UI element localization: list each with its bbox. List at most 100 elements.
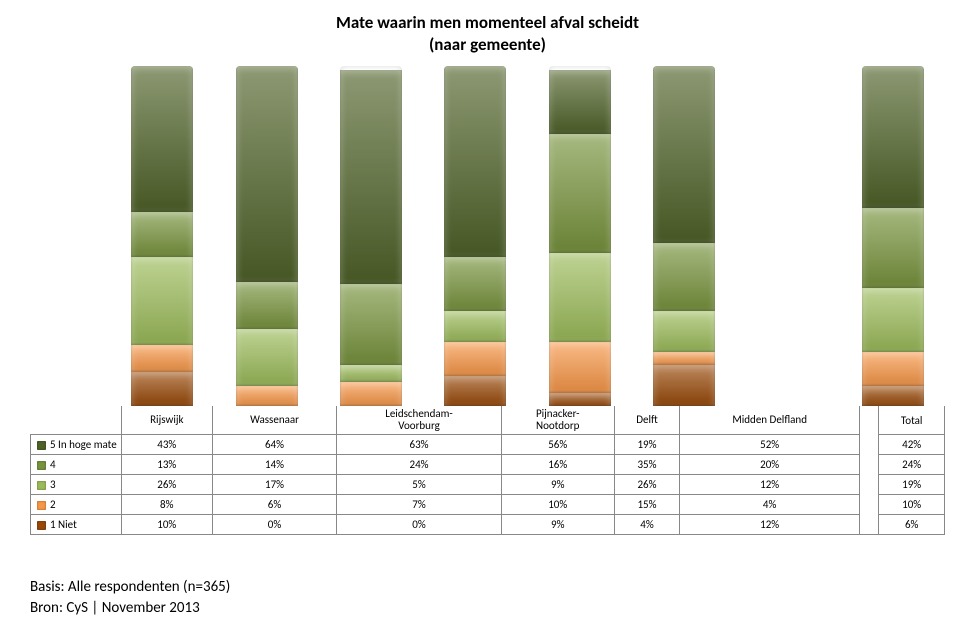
data-table: RijswijkWassenaarLeidschendam-VoorburgPi… bbox=[30, 406, 945, 535]
table-cell: 64% bbox=[212, 435, 336, 455]
table-cell-total: 19% bbox=[879, 475, 945, 495]
column-header: Rijswijk bbox=[121, 406, 212, 435]
table-cell: 63% bbox=[337, 435, 502, 455]
bar-segment-s5 bbox=[444, 66, 506, 256]
gap-header bbox=[860, 406, 879, 435]
table-cell-total: 6% bbox=[879, 515, 945, 535]
table-cell: 26% bbox=[121, 475, 212, 495]
bar-segment-s2 bbox=[549, 342, 611, 393]
column-header: Delft bbox=[614, 406, 680, 435]
table-cell-total: 10% bbox=[879, 495, 945, 515]
bar-segment-s5 bbox=[653, 66, 715, 243]
bar-segment-s4 bbox=[549, 134, 611, 253]
table-cell: 12% bbox=[680, 515, 860, 535]
table-cell: 24% bbox=[337, 455, 502, 475]
legend-swatch bbox=[37, 441, 46, 450]
table-cell-total: 42% bbox=[879, 435, 945, 455]
bar-column bbox=[319, 66, 423, 406]
row-label: 4 bbox=[50, 458, 56, 471]
table-cell: 9% bbox=[501, 475, 614, 495]
bar-column bbox=[841, 66, 945, 406]
table-cell: 6% bbox=[212, 495, 336, 515]
table-cell: 19% bbox=[614, 435, 680, 455]
chart-title-line1: Mate waarin men momenteel afval scheidt bbox=[0, 12, 975, 34]
row-label: 1 Niet bbox=[50, 518, 77, 531]
table-cell: 56% bbox=[501, 435, 614, 455]
bar-segment-s1 bbox=[862, 386, 924, 406]
column-header: Leidschendam-Voorburg bbox=[337, 406, 502, 435]
table-cell: 15% bbox=[614, 495, 680, 515]
column-header: Pijnacker-Nootdorp bbox=[501, 406, 614, 435]
table-cell: 17% bbox=[212, 475, 336, 495]
gap-cell bbox=[860, 475, 879, 495]
bar-segment-s5 bbox=[131, 66, 193, 212]
stacked-bar bbox=[549, 66, 611, 406]
column-header: Midden Delfland bbox=[680, 406, 860, 435]
bar-segment-s2 bbox=[340, 382, 402, 406]
legend-swatch bbox=[37, 521, 46, 530]
chart-plot-area bbox=[110, 66, 945, 406]
table-cell: 4% bbox=[614, 515, 680, 535]
table-cell: 5% bbox=[337, 475, 502, 495]
table-cell: 9% bbox=[501, 515, 614, 535]
gap-cell bbox=[860, 435, 879, 455]
bar-segment-s1 bbox=[653, 365, 715, 406]
bar-segment-s2 bbox=[444, 342, 506, 376]
legend-swatch bbox=[37, 481, 46, 490]
bar-column bbox=[110, 66, 214, 406]
bar-column bbox=[214, 66, 318, 406]
table-cell: 20% bbox=[680, 455, 860, 475]
stacked-bar bbox=[862, 66, 924, 406]
table-cell: 35% bbox=[614, 455, 680, 475]
bar-segment-s3 bbox=[862, 288, 924, 352]
row-label: 3 bbox=[50, 478, 56, 491]
row-header: 4 bbox=[31, 455, 122, 475]
gap-cell bbox=[860, 455, 879, 475]
bar-segment-s3 bbox=[236, 329, 298, 386]
chart-title: Mate waarin men momenteel afval scheidt … bbox=[0, 0, 975, 56]
bar-column bbox=[423, 66, 527, 406]
table-cell: 0% bbox=[337, 515, 502, 535]
table-cell: 7% bbox=[337, 495, 502, 515]
footer-basis: Basis: Alle respondenten (n=365) bbox=[30, 577, 230, 598]
table-cell: 43% bbox=[121, 435, 212, 455]
table-cell: 52% bbox=[680, 435, 860, 455]
bar-segment-s4 bbox=[444, 257, 506, 311]
bar-segment-s5 bbox=[549, 70, 611, 135]
bar-segment-s4 bbox=[131, 212, 193, 256]
table-cell: 16% bbox=[501, 455, 614, 475]
table-cell: 4% bbox=[680, 495, 860, 515]
row-header: 1 Niet bbox=[31, 515, 122, 535]
bar-segment-s4 bbox=[236, 282, 298, 329]
column-header: Wassenaar bbox=[212, 406, 336, 435]
bar-segment-s3 bbox=[653, 311, 715, 352]
bar-segment-s4 bbox=[862, 208, 924, 289]
stacked-bar bbox=[236, 66, 298, 406]
table-corner bbox=[31, 406, 122, 435]
table-cell: 10% bbox=[121, 515, 212, 535]
bar-segment-s3 bbox=[444, 311, 506, 342]
bar-column bbox=[528, 66, 632, 406]
bar-segment-s5 bbox=[862, 66, 924, 207]
bar-segment-s5 bbox=[340, 70, 402, 284]
table-cell: 13% bbox=[121, 455, 212, 475]
table-cell-total: 24% bbox=[879, 455, 945, 475]
bar-segment-s1 bbox=[549, 393, 611, 407]
row-label: 5 In hoge mate bbox=[50, 438, 117, 451]
stacked-bar bbox=[340, 66, 402, 406]
stacked-bar bbox=[444, 66, 506, 406]
row-label: 2 bbox=[50, 498, 56, 511]
gap-cell bbox=[860, 495, 879, 515]
bar-segment-s3 bbox=[131, 257, 193, 345]
bar-segment-s3 bbox=[340, 365, 402, 382]
column-header-total: Total bbox=[879, 406, 945, 435]
bar-segment-s2 bbox=[862, 352, 924, 386]
legend-swatch bbox=[37, 501, 46, 510]
chart-footer: Basis: Alle respondenten (n=365) Bron: C… bbox=[30, 577, 230, 619]
bar-column bbox=[632, 66, 736, 406]
table-cell: 10% bbox=[501, 495, 614, 515]
gap-cell bbox=[860, 515, 879, 535]
bar-segment-s4 bbox=[653, 243, 715, 311]
bar-segment-s3 bbox=[549, 253, 611, 341]
legend-swatch bbox=[37, 461, 46, 470]
